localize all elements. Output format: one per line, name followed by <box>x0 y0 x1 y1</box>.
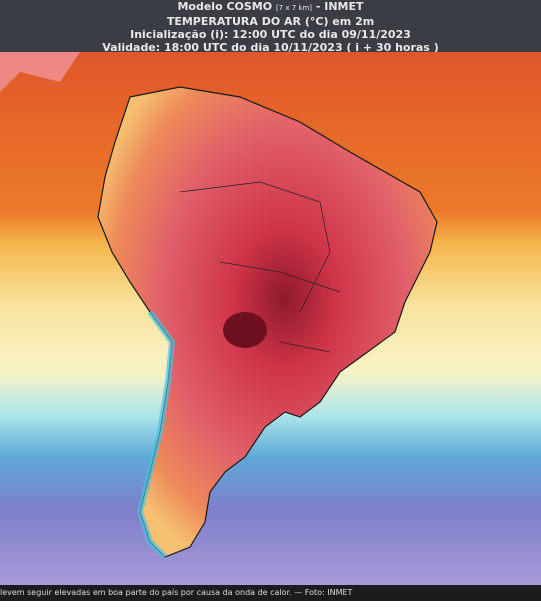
hot-spot <box>223 312 267 348</box>
validity: Validade: 18:00 UTC do dia 10/11/2023 ( … <box>102 41 439 54</box>
caption: levem seguir elevadas em boa parte do pa… <box>0 585 541 601</box>
agency: - INMET <box>315 0 364 13</box>
model-line: Modelo COSMO [7 x 7 km] - INMET <box>0 0 541 15</box>
map-header: Modelo COSMO [7 x 7 km] - INMET TEMPERAT… <box>0 0 541 54</box>
resolution: [7 x 7 km] <box>275 4 313 12</box>
initialization: Inicialização (i): 12:00 UTC do dia 09/1… <box>130 28 411 41</box>
south-america <box>97 86 438 558</box>
model: Modelo COSMO <box>177 0 273 13</box>
andes <box>136 310 176 560</box>
central-america <box>0 52 80 92</box>
temperature-map <box>0 52 541 585</box>
map-title: TEMPERATURA DO AR (°C) em 2m <box>166 15 375 28</box>
borders <box>179 181 341 353</box>
